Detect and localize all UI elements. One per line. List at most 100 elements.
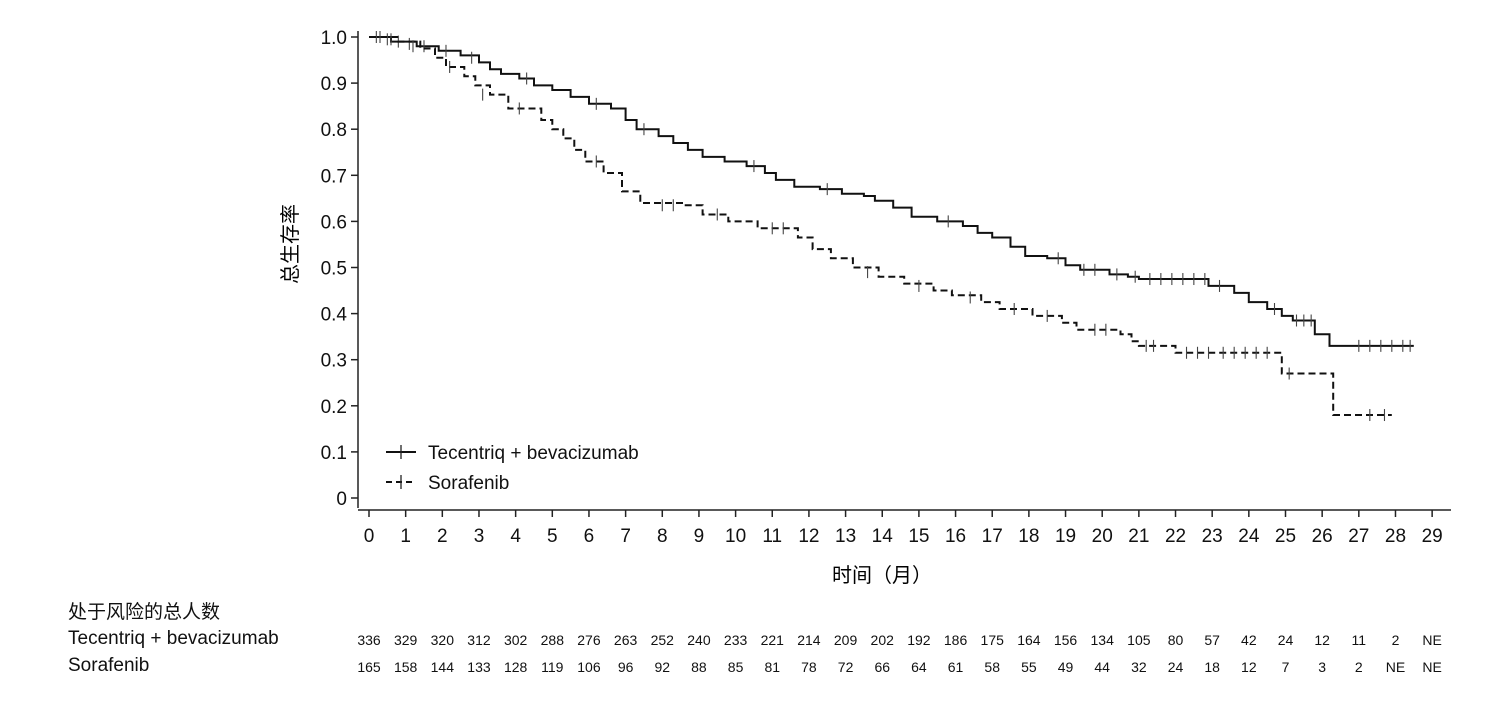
x-tick-label: 6 <box>584 526 595 547</box>
x-tick-label: 11 <box>762 526 782 547</box>
risk-value: 312 <box>467 632 491 648</box>
risk-value: 61 <box>947 659 964 675</box>
risk-value: 78 <box>801 659 817 675</box>
risk-value: 85 <box>727 659 744 675</box>
x-tick-label: 16 <box>945 526 966 547</box>
risk-value: 44 <box>1094 659 1110 675</box>
legend: Tecentriq + bevacizumab Sorafenib <box>386 443 639 494</box>
x-tick-label: 27 <box>1348 526 1369 547</box>
y-tick-label: 0.9 <box>321 74 347 95</box>
risk-value: 158 <box>393 659 418 675</box>
y-tick-label: 0.5 <box>321 259 347 280</box>
x-tick-label: 14 <box>872 526 894 547</box>
risk-value: 96 <box>617 659 634 675</box>
x-tick-label: 29 <box>1422 526 1443 547</box>
series-line-tecentriq <box>369 36 1414 347</box>
x-tick-label: 7 <box>620 526 631 547</box>
x-tick-label: 0 <box>364 526 375 547</box>
x-tick-label: 5 <box>547 526 558 547</box>
risk-value: 320 <box>430 632 454 648</box>
risk-value: 18 <box>1204 659 1220 675</box>
risk-value: 80 <box>1167 632 1184 648</box>
x-tick-label: 24 <box>1238 526 1260 547</box>
risk-value: 134 <box>1090 632 1114 648</box>
risk-value: 128 <box>503 659 528 675</box>
risk-value: 106 <box>577 659 601 675</box>
x-tick-label: 22 <box>1165 526 1186 547</box>
risk-value: 7 <box>1281 659 1290 675</box>
y-tick-label: 0.1 <box>321 443 347 464</box>
risk-value: 302 <box>503 632 528 648</box>
y-tick-label: 0.7 <box>321 166 347 187</box>
x-tick-label: 23 <box>1202 526 1223 547</box>
risk-value: 105 <box>1127 632 1151 648</box>
x-tick-label: 21 <box>1128 526 1149 547</box>
risk-value: 92 <box>654 659 671 675</box>
risk-value: 156 <box>1053 632 1078 648</box>
risk-value: 42 <box>1241 632 1257 648</box>
risk-value: 11 <box>1351 632 1367 648</box>
legend-label-0: Tecentriq + bevacizumab <box>428 443 639 464</box>
risk-value: 214 <box>797 632 821 648</box>
risk-value: 209 <box>833 632 858 648</box>
km-chart: 00.10.20.30.40.50.60.70.80.91.00 1 2 3 4 5 6 7 8… <box>278 28 1451 587</box>
risk-value: 24 <box>1277 632 1294 648</box>
x-tick-label: 10 <box>725 526 746 547</box>
risk-value: 66 <box>874 659 891 675</box>
risk-value: 192 <box>907 632 931 648</box>
risk-value: 202 <box>870 632 894 648</box>
x-tick-label: 26 <box>1312 526 1333 547</box>
risk-value: 240 <box>687 632 711 648</box>
risk-value: 12 <box>1241 659 1257 675</box>
risk-value: 144 <box>430 659 454 675</box>
x-tick-label: 1 <box>400 526 411 547</box>
risk-value: 64 <box>911 659 927 675</box>
x-tick-label: 28 <box>1385 526 1406 547</box>
y-tick-label: 1.0 <box>321 28 347 49</box>
risk-value: 58 <box>984 659 1001 675</box>
risk-row-label-tecentriq: Tecentriq + bevacizumab <box>68 628 279 649</box>
x-tick-label: 4 <box>510 526 521 547</box>
risk-value: 32 <box>1131 659 1147 675</box>
risk-value: 263 <box>613 632 638 648</box>
risk-value: 12 <box>1314 632 1330 648</box>
risk-value: 2 <box>1354 659 1363 675</box>
risk-value: 72 <box>837 659 854 675</box>
risk-value: 336 <box>357 632 381 648</box>
y-tick-label: 0.8 <box>321 120 347 141</box>
risk-value: 221 <box>760 632 784 648</box>
x-tick-label: 2 <box>437 526 448 547</box>
y-tick-label: 0.6 <box>321 212 347 233</box>
x-tick-label: 17 <box>982 526 1003 547</box>
x-tick-label: 9 <box>694 526 705 547</box>
risk-value: 186 <box>943 632 968 648</box>
risk-value: 55 <box>1021 659 1037 675</box>
x-tick-label: 15 <box>908 526 929 547</box>
x-axis-label: 时间（月） <box>832 563 932 587</box>
risk-value: 88 <box>691 659 707 675</box>
risk-value: 165 <box>357 659 381 675</box>
y-tick-label: 0.3 <box>321 351 347 372</box>
risk-value: 2 <box>1391 632 1400 648</box>
risk-value: 49 <box>1057 659 1074 675</box>
y-tick-label: 0.2 <box>321 397 347 418</box>
risk-value: 133 <box>467 659 491 675</box>
risk-table-title: 处于风险的总人数 <box>68 601 221 623</box>
x-tick-label: 3 <box>474 526 485 547</box>
risk-value: 288 <box>540 632 564 648</box>
risk-value: NE <box>1422 632 1442 648</box>
x-tick-label: 25 <box>1275 526 1296 547</box>
risk-value: 57 <box>1204 632 1220 648</box>
risk-row-label-sorafenib: Sorafenib <box>68 655 150 676</box>
x-tick-label: 13 <box>835 526 856 547</box>
series-line-sorafenib <box>369 36 1392 416</box>
x-tick-label: 12 <box>798 526 819 547</box>
risk-value: 233 <box>723 632 748 648</box>
risk-value: 329 <box>393 632 418 648</box>
risk-value: 175 <box>980 632 1004 648</box>
x-tick-label: 20 <box>1092 526 1113 547</box>
x-tick-label: 8 <box>657 526 668 547</box>
y-tick-label: 0.4 <box>321 305 348 326</box>
x-tick-label: 18 <box>1018 526 1039 547</box>
risk-value: 81 <box>764 659 781 675</box>
